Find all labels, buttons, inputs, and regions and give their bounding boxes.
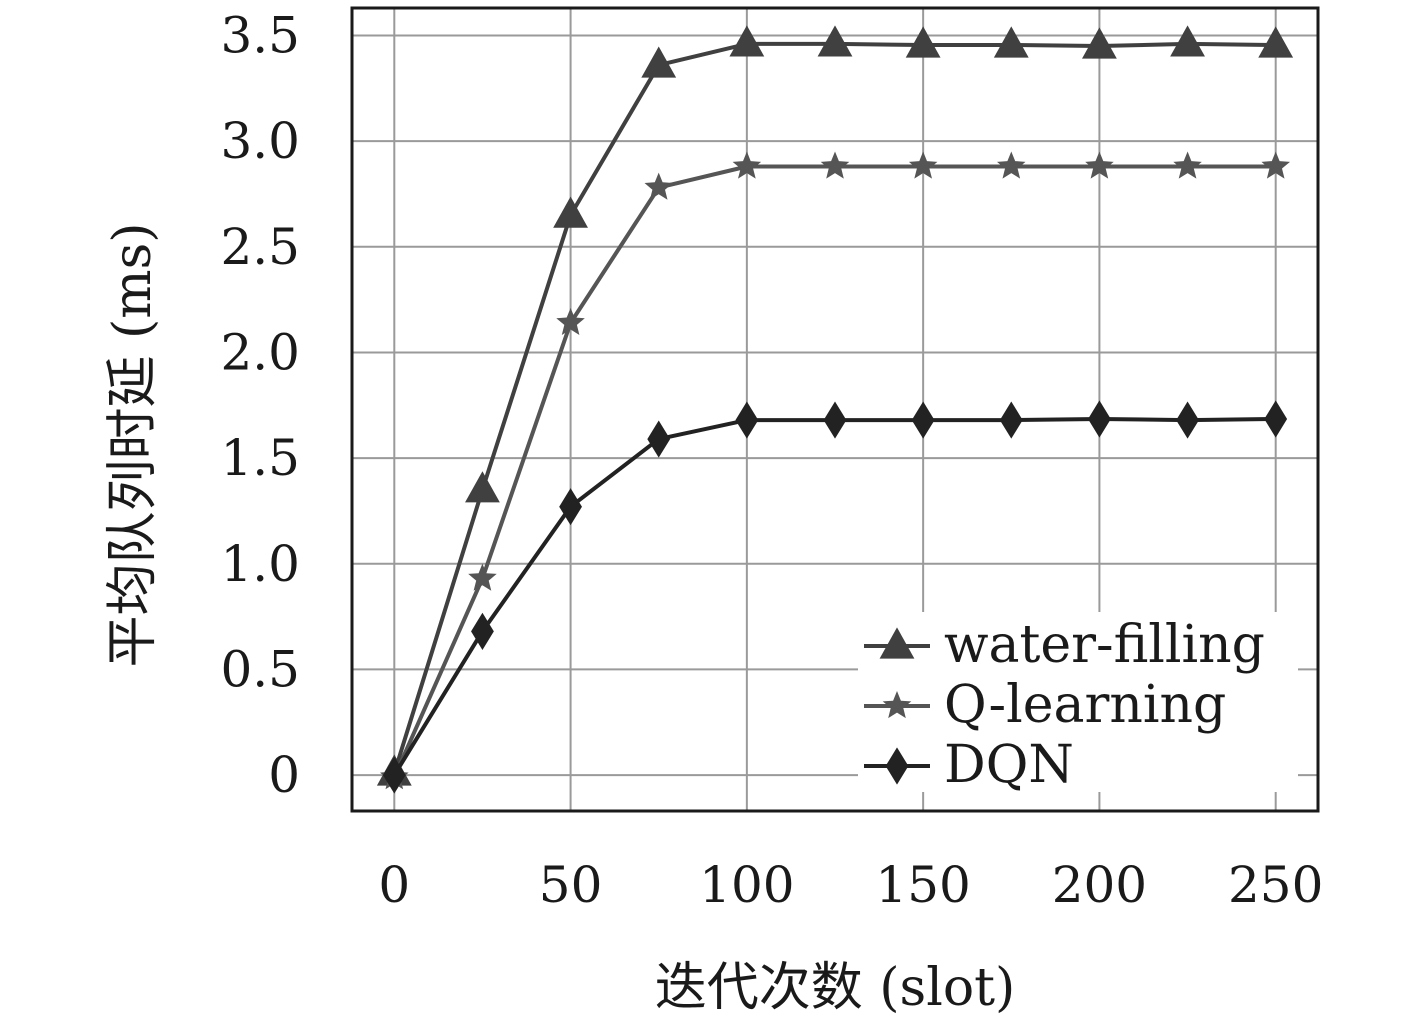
data-point: [1082, 27, 1117, 59]
legend-marker-star: [882, 691, 912, 719]
data-point: [1176, 401, 1199, 439]
y-tick-label: 3.0: [220, 112, 300, 170]
data-point: [905, 26, 941, 58]
x-tick-label: 150: [875, 856, 970, 914]
data-point: [999, 401, 1023, 439]
x-tick-label: 250: [1228, 856, 1323, 914]
legend-label: Q-learning: [944, 675, 1226, 735]
data-point: [911, 401, 935, 439]
data-point: [1264, 400, 1288, 438]
y-tick-label: 1.5: [220, 429, 300, 487]
data-point: [465, 471, 500, 503]
data-point: [1088, 400, 1111, 438]
data-point: [1170, 25, 1205, 57]
data-point: [641, 46, 677, 78]
y-tick-label: 0.5: [220, 640, 300, 698]
data-point: [823, 401, 847, 439]
y-tick-label: 1.0: [220, 535, 300, 593]
data-point: [1261, 151, 1290, 179]
data-point: [1085, 151, 1114, 179]
series-layer: [376, 25, 1294, 794]
data-point: [1173, 151, 1202, 179]
y-tick-label: 0: [268, 746, 300, 804]
x-tick-label: 200: [1052, 856, 1147, 914]
y-axis-title: 平均队列时延 (ms): [103, 222, 163, 667]
legend-background: [858, 612, 1298, 792]
data-point: [468, 563, 497, 591]
data-point: [1258, 26, 1294, 58]
y-tick-label: 2.0: [220, 323, 300, 381]
data-point: [735, 401, 759, 439]
plot-frame: [350, 6, 1320, 813]
x-axis-ticks: 0 50 100 150 200 250: [378, 856, 1323, 914]
data-point: [729, 25, 765, 57]
data-point: [553, 196, 588, 228]
legend-marker-triangle: [879, 627, 915, 659]
y-tick-label: 3.5: [220, 6, 300, 64]
data-point: [817, 25, 853, 57]
y-axis-ticks: 0 0.5 1.0 1.5 2.0 2.5 3.0 3.5: [220, 6, 300, 804]
y-tick-label: 2.5: [220, 218, 300, 276]
series-diamond: [382, 400, 1288, 794]
data-point: [993, 26, 1029, 58]
data-point: [644, 172, 673, 200]
data-point: [559, 488, 582, 526]
data-point: [382, 756, 406, 794]
x-axis-title: 迭代次数 (slot): [655, 958, 1016, 1018]
legend-label: water-filling: [944, 615, 1265, 675]
data-point: [997, 151, 1026, 179]
data-point: [820, 151, 850, 179]
x-tick-label: 100: [699, 856, 794, 914]
x-tick-label: 0: [378, 856, 410, 914]
data-point: [556, 307, 585, 335]
series-triangle: [376, 25, 1294, 786]
data-point: [908, 151, 938, 179]
x-tick-label: 50: [539, 856, 603, 914]
data-point: [732, 151, 762, 179]
legend-marker-diamond: [885, 747, 909, 785]
legend-label: DQN: [944, 735, 1074, 795]
data-point: [471, 612, 494, 650]
data-point: [647, 420, 671, 458]
